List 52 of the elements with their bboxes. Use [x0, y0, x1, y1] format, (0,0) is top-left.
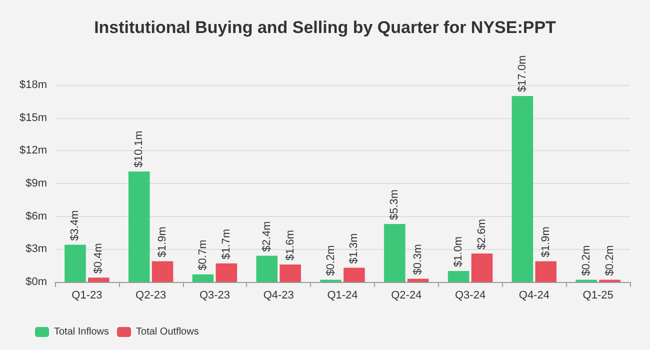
bar [384, 224, 406, 282]
y-tick-label: $15m [19, 112, 47, 124]
y-tick-label: $18m [19, 79, 47, 91]
bar [512, 96, 534, 282]
data-label: $10.1m [133, 130, 146, 168]
y-tick-label: $6m [26, 210, 47, 222]
data-label: $1.9m [156, 226, 169, 258]
data-label: $0.2m [604, 245, 616, 276]
data-label: $3.4m [69, 210, 82, 241]
legend-label: Total Outflows [136, 326, 199, 338]
data-label: $5.3m [388, 189, 401, 220]
x-tick-label: Q3-24 [454, 290, 486, 302]
bar [535, 261, 557, 282]
x-tick-label: Q4-23 [263, 290, 294, 302]
bar [64, 244, 86, 282]
data-label: $2.6m [476, 218, 488, 250]
bar [152, 261, 174, 282]
data-label: $0.4m [92, 243, 105, 274]
data-label: $0.7m [197, 240, 210, 270]
bar [448, 271, 470, 282]
data-label: $1.9m [540, 226, 552, 258]
bar [216, 263, 238, 282]
bar [256, 256, 278, 282]
bar [192, 274, 214, 282]
y-tick-label: $0m [26, 276, 47, 288]
data-label: $1.6m [284, 230, 296, 260]
x-tick-label: Q2-23 [136, 290, 166, 302]
data-label: $0.2m [580, 245, 592, 276]
y-tick-label: $12m [19, 144, 47, 157]
x-tick-label: Q1-23 [72, 290, 102, 302]
chart-title: Institutional Buying and Selling by Quarter for NYSE:PPT [94, 18, 557, 37]
data-label: $2.4m [260, 221, 273, 252]
data-label: $1.0m [452, 236, 465, 268]
data-label: $0.2m [324, 245, 337, 276]
x-tick-label: Q1-24 [327, 290, 358, 302]
y-tick-label: $9m [26, 178, 47, 190]
data-label: $1.7m [220, 228, 232, 260]
bar [280, 264, 301, 282]
legend-label: Total Inflows [54, 326, 110, 338]
x-tick-label: Q3-23 [199, 290, 230, 302]
data-label: $17.0m [516, 55, 528, 92]
bar [471, 254, 493, 282]
bar [407, 278, 429, 282]
data-label: $1.3m [348, 233, 360, 264]
x-tick-label: Q2-24 [391, 290, 422, 302]
data-label: $0.3m [412, 244, 424, 275]
x-tick-label: Q1-25 [582, 290, 614, 302]
bar [88, 278, 110, 282]
bar [128, 171, 150, 282]
y-tick-label: $3m [26, 243, 47, 256]
x-tick-label: Q4-24 [518, 290, 550, 302]
bar [344, 268, 365, 282]
